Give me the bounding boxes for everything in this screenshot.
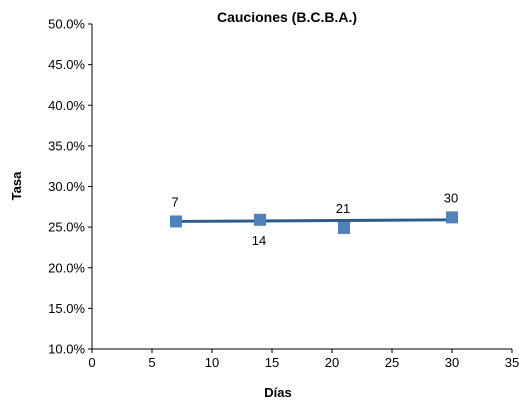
- y-tick-label: 25.0%: [48, 220, 85, 235]
- data-point: [170, 215, 182, 228]
- x-axis-title: Días: [264, 385, 291, 400]
- data-label: 30: [444, 190, 458, 205]
- x-tick-label: 15: [265, 355, 279, 370]
- chart-title: Cauciones (B.C.B.A.): [217, 9, 357, 25]
- data-labels: 7 14 21 30: [171, 190, 458, 247]
- x-tick-label: 30: [445, 355, 459, 370]
- y-tick-label: 30.0%: [48, 179, 85, 194]
- data-label: 21: [336, 201, 350, 216]
- x-tick-label: 35: [505, 355, 519, 370]
- x-tick-label: 20: [325, 355, 339, 370]
- y-axis-ticks: 10.0% 15.0% 20.0% 25.0% 30.0% 35.0% 40.0% 45.0%…: [48, 17, 92, 357]
- data-points: [170, 211, 458, 234]
- plot-area: [91, 24, 512, 350]
- x-tick-label: 5: [148, 355, 155, 370]
- y-axis-title: Tasa: [9, 171, 24, 200]
- y-tick-label: 10.0%: [48, 342, 85, 357]
- x-axis-ticks: 0 5 10 15 20 25 30 35: [88, 349, 519, 370]
- data-point: [254, 213, 266, 226]
- trendline-group: [174, 218, 454, 223]
- y-tick-label: 20.0%: [48, 260, 85, 275]
- trendline: [174, 218, 454, 223]
- data-label: 14: [252, 233, 266, 248]
- y-tick-label: 35.0%: [48, 138, 85, 153]
- data-point: [338, 221, 350, 234]
- y-tick-label: 45.0%: [48, 57, 85, 72]
- y-tick-label: 50.0%: [48, 17, 85, 32]
- data-point: [446, 211, 458, 224]
- x-tick-label: 10: [205, 355, 219, 370]
- data-label: 7: [171, 194, 178, 209]
- y-tick-label: 40.0%: [48, 98, 85, 113]
- x-tick-label: 0: [88, 355, 95, 370]
- y-tick-label: 15.0%: [48, 301, 85, 316]
- x-tick-label: 25: [385, 355, 399, 370]
